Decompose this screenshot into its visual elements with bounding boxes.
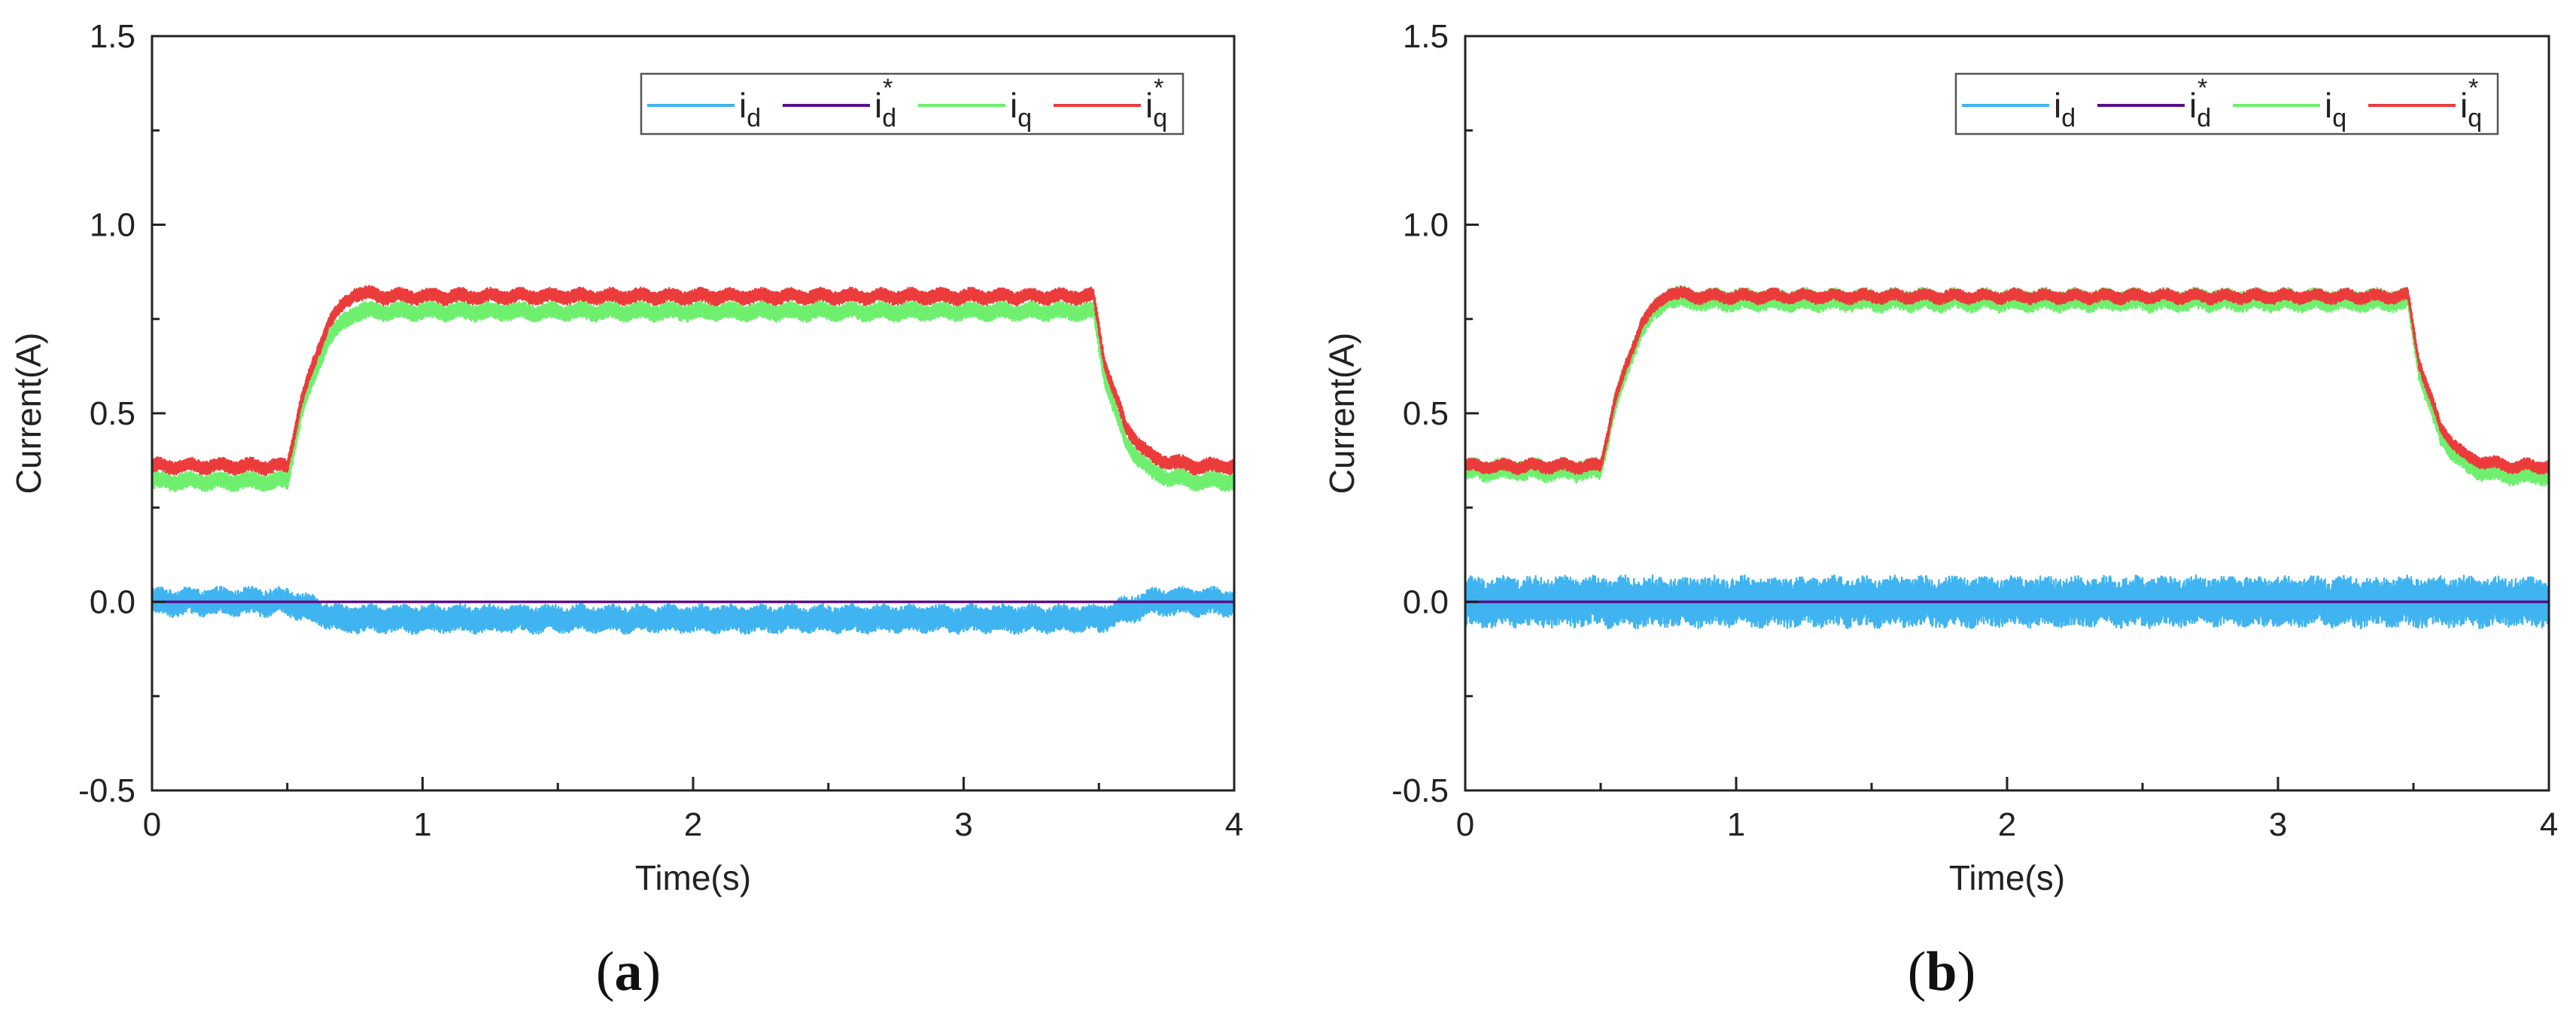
legend-entry-superscript: * (883, 74, 893, 102)
panel-label: (b) (1908, 941, 1975, 1003)
legend-entry-base: i (2325, 86, 2332, 125)
plot-area (1465, 285, 2549, 630)
legend-entry-base: i (739, 86, 747, 125)
panel-label-letter: a (615, 941, 643, 1003)
legend-entry-superscript: * (2468, 74, 2478, 102)
legend-entry-label: id (739, 86, 761, 132)
legend-entry-label: iq* (1145, 74, 1167, 132)
y-tick-label: -0.5 (78, 772, 135, 809)
legend-entry-label: id* (874, 74, 896, 132)
series-i-q-ref-line (1465, 285, 2549, 476)
x-tick-label: 4 (2540, 806, 2558, 843)
chart-panel-a: 0 1 2 3 4-0.50.00.51.01.5Time(s)Current(A)id… (9, 18, 1243, 1003)
plot-frame (1464, 35, 2550, 792)
legend-entry-subscript: d (2197, 104, 2211, 132)
legend-entry-superscript: * (1154, 74, 1163, 102)
plot-area (152, 285, 1234, 635)
y-tick-label: 0.5 (1403, 395, 1449, 432)
series-i-d-line (1465, 574, 2549, 630)
legend-entry-base: i (2460, 86, 2468, 125)
series-i-q-line (152, 300, 1234, 492)
y-tick-label: 0.5 (90, 395, 135, 432)
x-tick-label: 2 (1998, 806, 2016, 843)
y-tick-label: 1.5 (1403, 18, 1449, 55)
legend-entry-label: id (2054, 86, 2076, 132)
series-i-d-line (152, 586, 1234, 635)
panel-label: (a) (596, 941, 661, 1003)
legend-entry-subscript: q (1017, 104, 1032, 132)
legend-entry-label: iq (2325, 86, 2346, 132)
x-tick-label: 2 (684, 806, 702, 843)
series-i-q-line (1465, 285, 2549, 487)
legend: id id* iq iq* (640, 72, 1185, 136)
panel-label-close: ) (1957, 941, 1976, 1003)
x-tick-label: 3 (954, 806, 972, 843)
panel-label-open: ( (1908, 941, 1927, 1003)
y-tick-label: 1.5 (90, 18, 135, 55)
legend-entry-subscript: q (1153, 104, 1167, 132)
x-tick-label: 4 (1225, 806, 1243, 843)
legend-entry-base: i (1010, 86, 1017, 125)
x-tick-label: 1 (1727, 806, 1745, 843)
legend: id id* iq iq* (1954, 72, 2499, 136)
x-axis-title: Time(s) (635, 858, 751, 897)
legend-entry-base: i (1145, 86, 1153, 125)
x-axis-title: Time(s) (1949, 858, 2065, 897)
legend-entry-superscript: * (2197, 74, 2207, 102)
panel-label-open: ( (596, 941, 615, 1003)
x-tick-label: 3 (2269, 806, 2287, 843)
legend-entry-base: i (874, 86, 882, 125)
y-tick-label: 1.0 (90, 207, 135, 244)
panel-label-close: ) (643, 941, 661, 1003)
chart-panel-b: 0 1 2 3 4-0.50.00.51.01.5Time(s)Current(A)id… (1322, 18, 2558, 1003)
y-axis-title: Current(A) (9, 333, 48, 495)
legend-entry-subscript: q (2332, 104, 2346, 132)
legend-entry-label: id* (2189, 74, 2211, 132)
legend-entry-subscript: d (2061, 104, 2076, 132)
legend-entry-label: iq (1010, 86, 1032, 132)
legend-entry-subscript: d (747, 104, 761, 132)
legend-entry-subscript: d (882, 104, 896, 132)
legend-entry-base: i (2054, 86, 2061, 125)
panel-label-letter: b (1926, 941, 1957, 1003)
y-axis-title: Current(A) (1322, 333, 1361, 495)
y-tick-label: 1.0 (1403, 207, 1449, 244)
x-tick-label: 0 (1456, 806, 1474, 843)
legend-entry-base: i (2189, 86, 2197, 125)
y-tick-label: 0.0 (90, 584, 135, 621)
x-tick-label: 1 (413, 806, 431, 843)
legend-entry-subscript: q (2468, 104, 2482, 132)
y-tick-label: 0.0 (1403, 584, 1449, 621)
x-tick-label: 0 (143, 806, 161, 843)
legend-entry-label: iq* (2460, 74, 2482, 132)
y-tick-label: -0.5 (1391, 772, 1449, 809)
plot-frame (151, 35, 1236, 792)
series-i-q-ref-line (152, 285, 1234, 477)
